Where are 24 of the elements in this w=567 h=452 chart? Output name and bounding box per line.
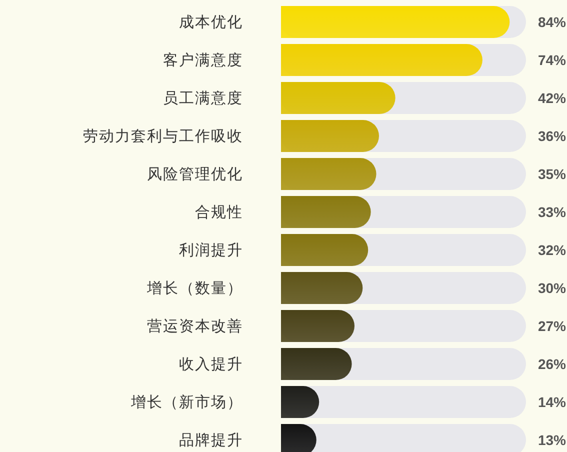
y-tick-label: 品牌提升 [179,432,243,449]
y-tick-label: 增长（数量） [146,280,243,297]
data-label: 74% [538,52,567,68]
y-tick-label: 营运资本改善 [147,318,243,335]
y-tick-label: 劳动力套利与工作吸收 [83,128,243,145]
y-tick-label: 收入提升 [179,356,243,373]
data-label: 42% [538,90,567,106]
data-label: 13% [538,432,567,448]
y-tick-label: 合规性 [195,204,243,221]
data-label: 27% [538,318,567,334]
y-tick-label: 风险管理优化 [147,166,243,183]
data-label: 32% [538,242,567,258]
y-tick-label: 增长（新市场） [130,394,243,411]
data-label: 30% [538,280,567,296]
data-label: 33% [538,204,567,220]
y-tick-label: 成本优化 [179,14,243,31]
y-tick-label: 客户满意度 [163,52,243,69]
data-label: 14% [538,394,567,410]
y-tick-label: 员工满意度 [163,90,243,107]
data-label: 84% [538,14,567,30]
data-label: 36% [538,128,567,144]
y-tick-label: 利润提升 [179,242,243,259]
data-label: 26% [538,356,567,372]
data-label: 35% [538,166,567,182]
